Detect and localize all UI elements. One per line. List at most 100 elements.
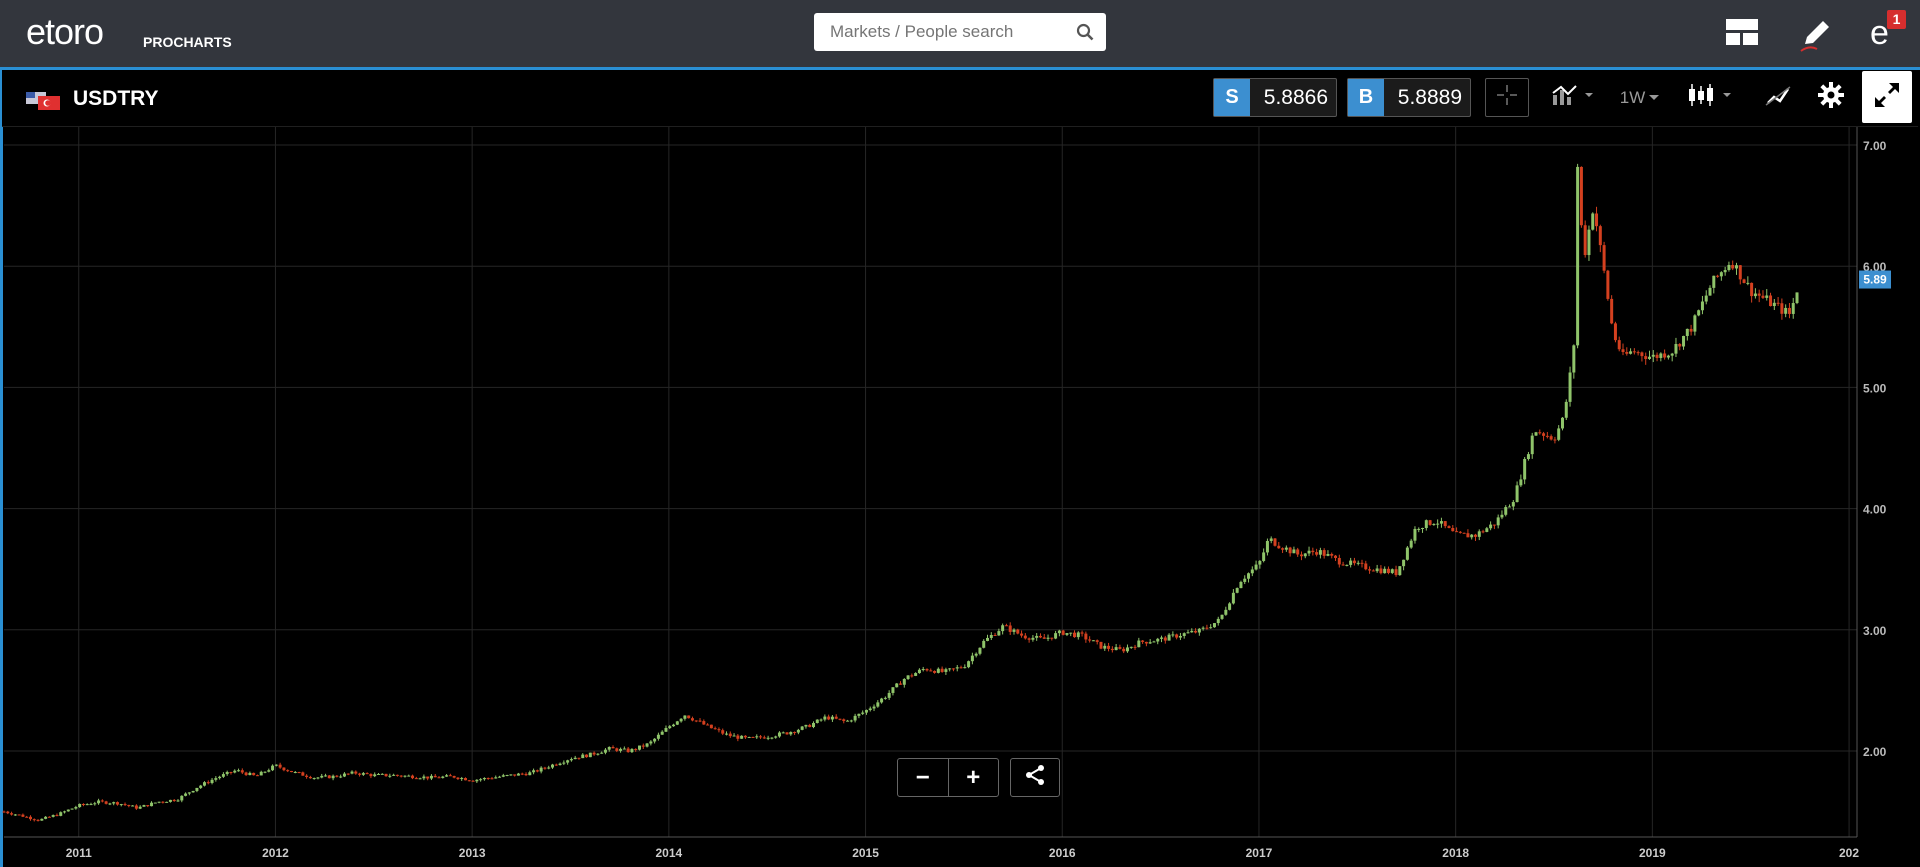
candle-body <box>933 670 937 673</box>
candle-body <box>944 669 948 672</box>
candle-body <box>1685 328 1689 336</box>
user-avatar-icon[interactable]: e <box>1864 14 1904 52</box>
candle-body <box>1636 352 1640 354</box>
candle-body <box>1504 507 1508 515</box>
indicators-dropdown[interactable] <box>1546 78 1602 117</box>
candle-body <box>906 675 910 679</box>
candle-body <box>766 737 770 739</box>
candle-body <box>868 708 872 711</box>
pencil-icon[interactable] <box>1795 14 1835 52</box>
candle-body <box>1148 642 1152 644</box>
candle-body <box>255 775 259 777</box>
candle-body <box>1088 639 1092 641</box>
candle-body <box>1212 623 1216 628</box>
search-icon[interactable] <box>1076 23 1094 46</box>
layout-icon[interactable] <box>1722 14 1762 50</box>
candle-body <box>1069 632 1073 634</box>
candle-body <box>535 770 539 772</box>
candle-body <box>925 669 929 671</box>
candle-body <box>959 667 963 669</box>
candle-body <box>891 687 895 693</box>
candle-body <box>1292 549 1296 554</box>
candle-body <box>1462 532 1466 534</box>
candle-body <box>463 778 467 781</box>
candle-body <box>948 668 952 670</box>
search-input[interactable] <box>828 21 1072 43</box>
candle-body <box>316 777 320 779</box>
share-button[interactable] <box>1010 758 1060 797</box>
candle-body <box>335 775 339 777</box>
candle-body <box>1432 524 1436 526</box>
candle-body <box>637 745 641 750</box>
fullscreen-button[interactable] <box>1862 71 1912 123</box>
candle-body <box>1708 287 1712 296</box>
candle-body <box>581 754 585 759</box>
candle-body <box>1538 432 1542 434</box>
candle-body <box>823 716 827 720</box>
candle-body <box>237 770 241 772</box>
candle-body <box>482 777 486 780</box>
candle-body <box>115 802 119 805</box>
candle-body <box>1277 545 1281 549</box>
candle-body <box>1731 264 1735 269</box>
candle-body <box>373 774 377 777</box>
candle-body <box>672 724 676 727</box>
candle-body <box>97 800 101 804</box>
candle-body <box>1209 627 1213 629</box>
notification-badge[interactable]: 1 <box>1887 10 1906 29</box>
candle-body <box>1247 573 1251 579</box>
candle-body <box>108 803 112 805</box>
candle-body <box>1545 435 1549 437</box>
etoro-logo[interactable]: etoro <box>26 11 104 52</box>
candle-body <box>819 719 823 721</box>
gear-icon <box>1817 81 1845 114</box>
candle-body <box>857 713 861 716</box>
candle-body <box>1489 524 1493 529</box>
candle-body <box>1080 632 1084 634</box>
candle-body <box>1560 417 1564 429</box>
candle-body <box>762 737 766 739</box>
candle-body <box>1647 356 1651 359</box>
candle-body <box>289 770 293 773</box>
zoom-out-button[interactable]: − <box>915 763 930 791</box>
candle-body <box>21 814 25 817</box>
crosshair-button[interactable] <box>1485 78 1529 117</box>
candle-body <box>736 735 740 739</box>
settings-button[interactable] <box>1809 78 1853 117</box>
candle-body <box>490 778 494 780</box>
candle-body <box>1250 569 1254 574</box>
candle-body <box>146 805 150 807</box>
candle-body <box>36 819 40 821</box>
chart-type-dropdown[interactable] <box>1685 78 1737 117</box>
drawing-tools-button[interactable] <box>1756 78 1800 117</box>
candle-body <box>974 653 978 656</box>
candle-body <box>350 771 354 774</box>
timeframe-label: 1W <box>1619 87 1646 107</box>
candle-body <box>558 763 562 766</box>
candle-body <box>899 683 903 685</box>
candle-body <box>411 775 415 779</box>
candle-body <box>777 732 781 737</box>
candle-body <box>747 736 751 738</box>
candle-body <box>1118 647 1122 649</box>
sell-price-button[interactable]: S 5.8866 <box>1213 78 1337 117</box>
candle-body <box>479 779 483 781</box>
currency-flag-icon <box>26 92 60 115</box>
market-search[interactable] <box>814 13 1106 51</box>
candle-body <box>1186 632 1190 634</box>
candle-body <box>1269 538 1273 541</box>
candle-body <box>717 729 721 731</box>
timeframe-dropdown[interactable]: 1W <box>1616 78 1664 117</box>
candle-body <box>1201 627 1205 629</box>
x-tick-label: 2012 <box>262 846 289 860</box>
candle-body <box>1523 458 1527 480</box>
candle-body <box>1368 569 1372 571</box>
candle-body <box>1734 265 1738 269</box>
candle-body <box>131 805 135 807</box>
candle-body <box>573 757 577 760</box>
buy-price-button[interactable]: B 5.8889 <box>1347 78 1471 117</box>
candle-body <box>611 747 615 749</box>
zoom-in-button[interactable]: + <box>947 759 999 796</box>
candle-body <box>1443 521 1447 527</box>
